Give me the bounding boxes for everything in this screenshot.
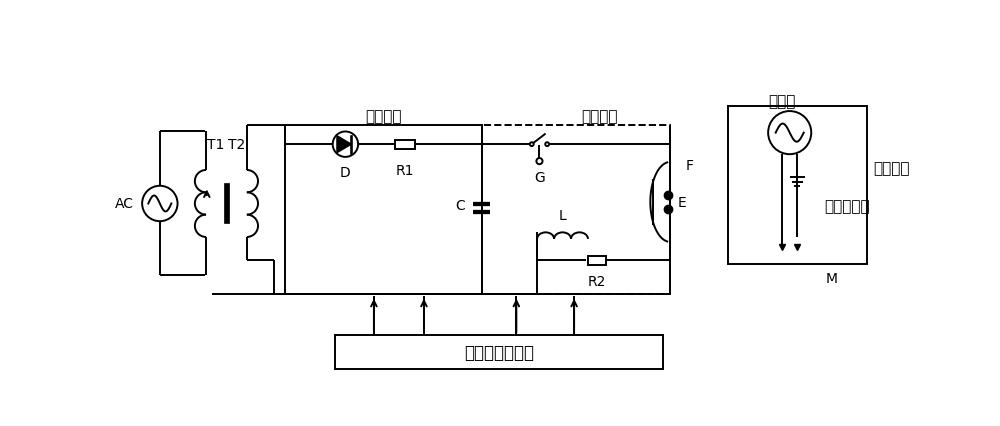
Bar [285, 126, 482, 295]
Text: R1: R1 [395, 164, 414, 178]
Text: AC: AC [115, 197, 134, 211]
Bar [482, 126, 670, 295]
Text: E: E [677, 196, 686, 210]
Text: 充电回路: 充电回路 [365, 109, 402, 124]
Text: T2: T2 [228, 138, 245, 152]
Text: 压力传感器: 压力传感器 [824, 199, 870, 214]
Text: C: C [455, 199, 465, 213]
Text: M: M [826, 272, 838, 285]
Text: T1: T1 [207, 138, 225, 152]
Circle shape [545, 143, 549, 147]
Bar [335, 335, 663, 369]
Text: G: G [534, 171, 545, 185]
Text: L: L [559, 208, 566, 222]
Circle shape [768, 112, 811, 155]
Text: D: D [340, 166, 351, 179]
Bar [588, 256, 606, 265]
Bar [224, 183, 229, 224]
Text: R2: R2 [588, 274, 606, 288]
Text: 放电回路: 放电回路 [581, 109, 617, 124]
Text: 液体表面: 液体表面 [873, 161, 909, 176]
Text: 振荡器: 振荡器 [768, 94, 796, 109]
Bar [728, 106, 867, 264]
Circle shape [530, 143, 534, 147]
Text: F: F [686, 158, 694, 173]
Bar [395, 140, 415, 150]
Text: 充放电控制系统: 充放电控制系统 [464, 343, 534, 361]
Polygon shape [337, 136, 351, 153]
